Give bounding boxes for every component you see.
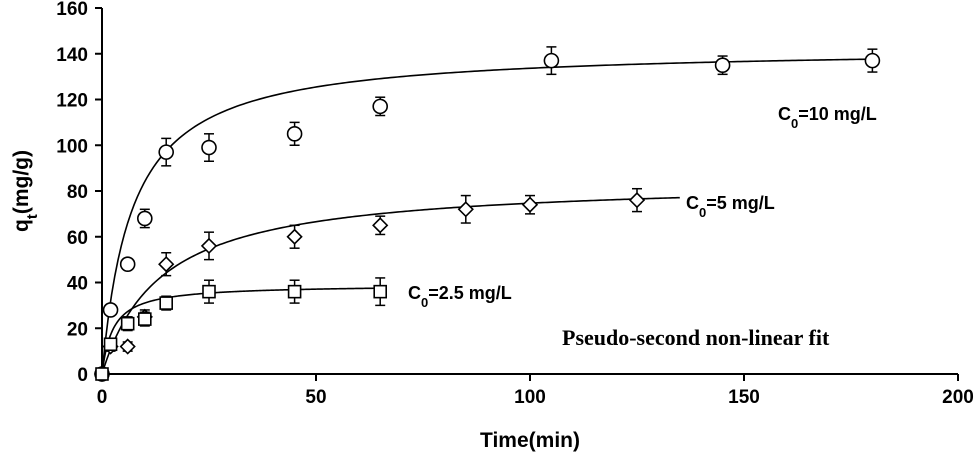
series-label-2-5-rest: =2.5 mg/L (428, 283, 512, 303)
point-s0-5 (201, 133, 217, 163)
point-s1-5 (200, 231, 218, 261)
fit-annotation: Pseudo-second non-linear fit (562, 325, 830, 350)
circle-marker (864, 52, 881, 69)
point-s2-1 (103, 337, 118, 352)
y-tick-label-3: 60 (67, 228, 88, 249)
point-s2-6 (287, 279, 302, 304)
point-s0-9 (714, 55, 731, 76)
diamond-marker (628, 192, 646, 209)
y-tick-label-0: 0 (77, 365, 88, 386)
circle-marker (158, 144, 174, 160)
point-s0-6 (286, 121, 303, 146)
diamond-marker (158, 256, 175, 273)
point-s0-1 (102, 302, 119, 318)
y-tick-label-8: 160 (56, 0, 88, 20)
point-s2-4 (159, 295, 173, 311)
series-label-10-rest: =10 mg/L (798, 104, 877, 124)
series-label-2-5: C0=2.5 mg/L (408, 283, 512, 310)
diamond-marker (372, 217, 389, 234)
point-s1-2 (119, 338, 136, 355)
circle-marker (714, 57, 731, 73)
labels: Time(min) qt(mg/g) Pseudo-second non-lin… (10, 104, 877, 452)
x-tick-label-4: 200 (942, 387, 974, 408)
series-label-5-sub: 0 (699, 205, 706, 220)
series-label-5: C0=5 mg/L (686, 193, 775, 220)
series-label-2-5-main: C (408, 283, 421, 303)
x-tick-label-1: 50 (305, 387, 326, 408)
circle-marker (201, 139, 217, 156)
axes: 0 50 100 150 200 0 20 40 60 80 100 120 140 160 (56, 0, 974, 408)
x-tick-label-0: 0 (97, 387, 108, 408)
point-s1-10 (628, 187, 646, 213)
x-tick-label-3: 150 (728, 387, 760, 408)
square-marker (103, 337, 118, 352)
square-marker (95, 367, 109, 381)
square-marker (202, 284, 216, 299)
point-s0-3 (137, 208, 153, 229)
square-marker (373, 284, 388, 299)
circle-marker (137, 210, 153, 227)
diamond-marker (200, 237, 218, 255)
diamond-marker (286, 228, 303, 245)
y-tick-label-5: 100 (56, 136, 88, 157)
series-label-10: C0=10 mg/L (778, 104, 877, 131)
point-s0-2 (119, 256, 136, 273)
series-label-10-sub: 0 (791, 116, 798, 131)
y-axis-title-main: q (10, 219, 33, 232)
y-axis-title: qt(mg/g) (10, 150, 41, 232)
fit-curve-0 (101, 58, 873, 375)
fit-curves (101, 58, 873, 375)
point-s0-8 (543, 46, 560, 76)
point-s1-6 (286, 224, 303, 249)
square-marker (138, 312, 152, 326)
diamond-marker (119, 338, 136, 355)
y-tick-label-1: 20 (67, 319, 88, 340)
point-s1-7 (372, 215, 389, 236)
fit-curve-1 (101, 196, 680, 375)
point-s0-4 (158, 137, 174, 167)
point-s2-7 (373, 277, 388, 307)
y-tick-label-6: 120 (56, 91, 88, 112)
circle-marker (119, 256, 136, 273)
diamond-marker (521, 196, 539, 213)
y-tick-label-2: 40 (67, 274, 88, 295)
point-s2-0 (95, 367, 109, 381)
point-s1-4 (158, 252, 175, 277)
x-axis-title: Time(min) (480, 429, 580, 452)
y-axis-title-rest: (mg/g) (10, 150, 33, 214)
series-label-2-5-sub: 0 (421, 295, 428, 310)
point-s0-10 (864, 48, 881, 73)
y-tick-label-4: 80 (67, 182, 88, 203)
x-tick-label-2: 100 (514, 387, 546, 408)
square-marker (120, 316, 135, 331)
circle-marker (543, 52, 560, 69)
y-tick-label-7: 140 (56, 45, 88, 66)
point-s2-2 (120, 316, 135, 332)
circle-marker (102, 302, 119, 318)
point-s0-7 (372, 96, 389, 117)
data-points (93, 46, 881, 383)
fit-curve-2 (101, 287, 381, 375)
square-marker (159, 296, 173, 310)
y-axis-title-sub: t (24, 214, 41, 219)
series-label-10-main: C (778, 104, 791, 124)
circle-marker (372, 98, 389, 115)
series-label-5-main: C (686, 193, 699, 213)
diamond-marker (457, 201, 474, 218)
point-s1-8 (457, 194, 474, 224)
square-marker (287, 284, 302, 299)
point-s2-3 (138, 311, 152, 327)
point-s2-5 (202, 279, 216, 304)
circle-marker (286, 126, 303, 142)
series-label-5-rest: =5 mg/L (706, 193, 775, 213)
point-s1-9 (521, 194, 539, 215)
